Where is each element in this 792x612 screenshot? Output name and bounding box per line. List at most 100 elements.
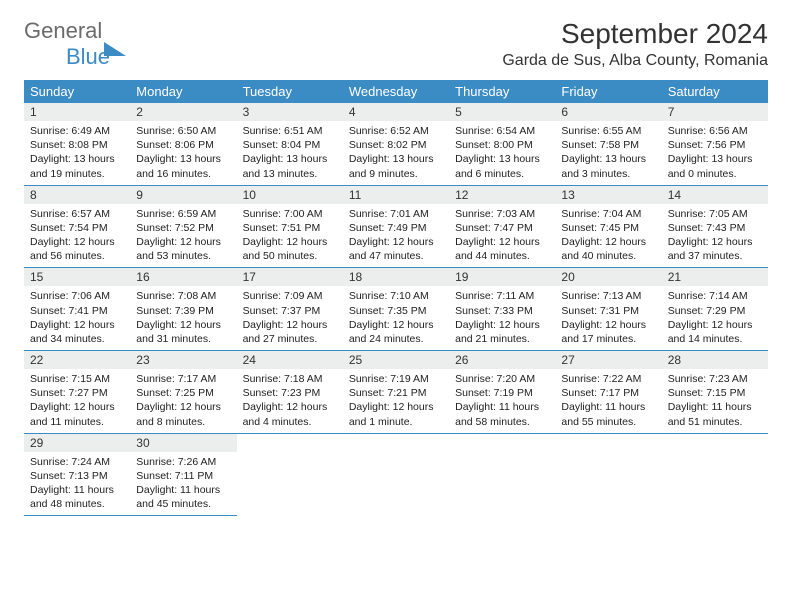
daylight-text-1: Daylight: 12 hours (243, 235, 337, 249)
sunset-text: Sunset: 7:33 PM (455, 304, 549, 318)
daylight-text-1: Daylight: 11 hours (561, 400, 655, 414)
daylight-text-2: and 48 minutes. (30, 497, 124, 511)
sunset-text: Sunset: 7:37 PM (243, 304, 337, 318)
sunset-text: Sunset: 7:49 PM (349, 221, 443, 235)
sunset-text: Sunset: 7:31 PM (561, 304, 655, 318)
daylight-text-1: Daylight: 12 hours (243, 318, 337, 332)
day-number: 26 (449, 351, 555, 369)
sunrise-text: Sunrise: 7:14 AM (668, 289, 762, 303)
day-number: 13 (555, 186, 661, 204)
daylight-text-2: and 55 minutes. (561, 415, 655, 429)
daylight-text-2: and 11 minutes. (30, 415, 124, 429)
daylight-text-2: and 47 minutes. (349, 249, 443, 263)
day-number: 21 (662, 268, 768, 286)
daylight-text-2: and 19 minutes. (30, 167, 124, 181)
calendar-cell (662, 433, 768, 516)
calendar-cell: 16Sunrise: 7:08 AMSunset: 7:39 PMDayligh… (130, 268, 236, 351)
daylight-text-1: Daylight: 12 hours (668, 318, 762, 332)
sunrise-text: Sunrise: 7:23 AM (668, 372, 762, 386)
sunrise-text: Sunrise: 6:57 AM (30, 207, 124, 221)
daylight-text-2: and 8 minutes. (136, 415, 230, 429)
daylight-text-1: Daylight: 11 hours (455, 400, 549, 414)
daylight-text-2: and 31 minutes. (136, 332, 230, 346)
sunrise-text: Sunrise: 7:01 AM (349, 207, 443, 221)
calendar-row: 29Sunrise: 7:24 AMSunset: 7:13 PMDayligh… (24, 433, 768, 516)
sunrise-text: Sunrise: 6:54 AM (455, 124, 549, 138)
sunrise-text: Sunrise: 7:10 AM (349, 289, 443, 303)
sunrise-text: Sunrise: 6:56 AM (668, 124, 762, 138)
sunset-text: Sunset: 7:17 PM (561, 386, 655, 400)
day-data: Sunrise: 7:11 AMSunset: 7:33 PMDaylight:… (449, 286, 555, 350)
sunset-text: Sunset: 7:39 PM (136, 304, 230, 318)
daylight-text-2: and 51 minutes. (668, 415, 762, 429)
sunset-text: Sunset: 7:21 PM (349, 386, 443, 400)
daylight-text-2: and 44 minutes. (455, 249, 549, 263)
calendar-cell: 27Sunrise: 7:22 AMSunset: 7:17 PMDayligh… (555, 351, 661, 434)
day-number: 10 (237, 186, 343, 204)
weekday-header: Monday (130, 80, 236, 103)
calendar-cell: 18Sunrise: 7:10 AMSunset: 7:35 PMDayligh… (343, 268, 449, 351)
sunrise-text: Sunrise: 7:17 AM (136, 372, 230, 386)
day-number: 18 (343, 268, 449, 286)
calendar-cell (237, 433, 343, 516)
weekday-header-row: Sunday Monday Tuesday Wednesday Thursday… (24, 80, 768, 103)
sunrise-text: Sunrise: 7:11 AM (455, 289, 549, 303)
weekday-header: Tuesday (237, 80, 343, 103)
sunrise-text: Sunrise: 7:24 AM (30, 455, 124, 469)
calendar-cell: 22Sunrise: 7:15 AMSunset: 7:27 PMDayligh… (24, 351, 130, 434)
day-data: Sunrise: 7:08 AMSunset: 7:39 PMDaylight:… (130, 286, 236, 350)
sunset-text: Sunset: 7:45 PM (561, 221, 655, 235)
calendar-cell: 9Sunrise: 6:59 AMSunset: 7:52 PMDaylight… (130, 185, 236, 268)
day-number: 20 (555, 268, 661, 286)
daylight-text-1: Daylight: 13 hours (349, 152, 443, 166)
daylight-text-2: and 6 minutes. (455, 167, 549, 181)
weekday-header: Friday (555, 80, 661, 103)
day-data: Sunrise: 6:49 AMSunset: 8:08 PMDaylight:… (24, 121, 130, 185)
sunset-text: Sunset: 8:04 PM (243, 138, 337, 152)
daylight-text-1: Daylight: 12 hours (136, 400, 230, 414)
day-number: 1 (24, 103, 130, 121)
day-data: Sunrise: 7:17 AMSunset: 7:25 PMDaylight:… (130, 369, 236, 433)
calendar-row: 15Sunrise: 7:06 AMSunset: 7:41 PMDayligh… (24, 268, 768, 351)
sunset-text: Sunset: 7:29 PM (668, 304, 762, 318)
calendar-cell: 13Sunrise: 7:04 AMSunset: 7:45 PMDayligh… (555, 185, 661, 268)
sunset-text: Sunset: 7:15 PM (668, 386, 762, 400)
sunset-text: Sunset: 7:19 PM (455, 386, 549, 400)
day-data: Sunrise: 7:22 AMSunset: 7:17 PMDaylight:… (555, 369, 661, 433)
day-number: 22 (24, 351, 130, 369)
calendar-cell: 5Sunrise: 6:54 AMSunset: 8:00 PMDaylight… (449, 103, 555, 185)
day-data: Sunrise: 6:50 AMSunset: 8:06 PMDaylight:… (130, 121, 236, 185)
calendar-cell: 29Sunrise: 7:24 AMSunset: 7:13 PMDayligh… (24, 433, 130, 516)
day-number: 2 (130, 103, 236, 121)
day-data: Sunrise: 6:52 AMSunset: 8:02 PMDaylight:… (343, 121, 449, 185)
sunrise-text: Sunrise: 6:59 AM (136, 207, 230, 221)
calendar-cell: 1Sunrise: 6:49 AMSunset: 8:08 PMDaylight… (24, 103, 130, 185)
day-number: 30 (130, 434, 236, 452)
calendar-cell: 12Sunrise: 7:03 AMSunset: 7:47 PMDayligh… (449, 185, 555, 268)
page-title: September 2024 (502, 18, 768, 50)
day-number: 8 (24, 186, 130, 204)
calendar-cell: 6Sunrise: 6:55 AMSunset: 7:58 PMDaylight… (555, 103, 661, 185)
sunrise-text: Sunrise: 7:26 AM (136, 455, 230, 469)
sunset-text: Sunset: 8:02 PM (349, 138, 443, 152)
day-data: Sunrise: 6:59 AMSunset: 7:52 PMDaylight:… (130, 204, 236, 268)
day-data: Sunrise: 7:10 AMSunset: 7:35 PMDaylight:… (343, 286, 449, 350)
calendar-cell: 2Sunrise: 6:50 AMSunset: 8:06 PMDaylight… (130, 103, 236, 185)
logo-text-general: General (24, 18, 102, 43)
daylight-text-2: and 21 minutes. (455, 332, 549, 346)
calendar-row: 1Sunrise: 6:49 AMSunset: 8:08 PMDaylight… (24, 103, 768, 185)
sunset-text: Sunset: 7:54 PM (30, 221, 124, 235)
daylight-text-1: Daylight: 13 hours (136, 152, 230, 166)
sunrise-text: Sunrise: 7:22 AM (561, 372, 655, 386)
daylight-text-1: Daylight: 12 hours (668, 235, 762, 249)
daylight-text-1: Daylight: 11 hours (136, 483, 230, 497)
calendar-cell: 26Sunrise: 7:20 AMSunset: 7:19 PMDayligh… (449, 351, 555, 434)
logo: General Blue (24, 18, 126, 70)
daylight-text-1: Daylight: 12 hours (30, 400, 124, 414)
daylight-text-1: Daylight: 12 hours (30, 235, 124, 249)
daylight-text-2: and 13 minutes. (243, 167, 337, 181)
sunrise-text: Sunrise: 7:19 AM (349, 372, 443, 386)
calendar-cell: 8 Sunrise: 6:57 AMSunset: 7:54 PMDaylight… (24, 185, 130, 268)
sunset-text: Sunset: 8:00 PM (455, 138, 549, 152)
sunset-text: Sunset: 7:43 PM (668, 221, 762, 235)
